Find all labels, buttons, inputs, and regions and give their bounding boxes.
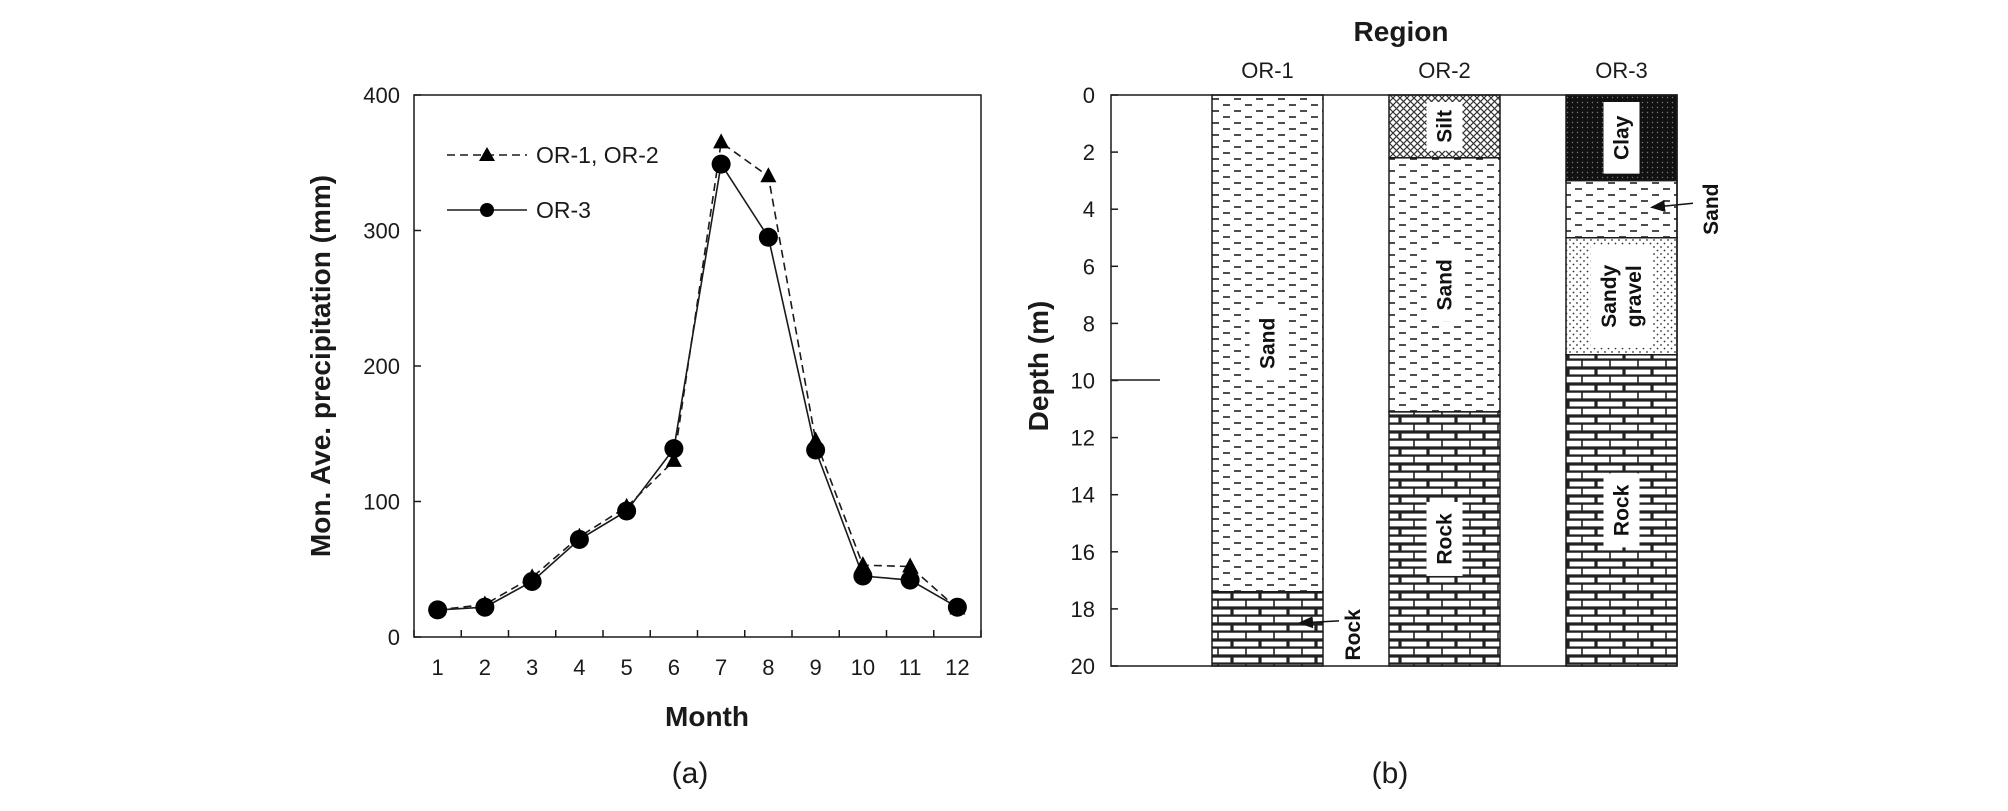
x-tick-label: 6 [668, 655, 680, 680]
layer-label-text: Silt [1434, 110, 1457, 143]
x-tick-label: 9 [810, 655, 822, 680]
x-tick-label: 2 [479, 655, 491, 680]
depth-tick-label: 12 [1071, 426, 1095, 451]
layer-label-box [1590, 244, 1653, 348]
soil-profile-chart: 0 2 4 6 8 10 12 14 16 18 20 OR-1 OR-2 OR-3 Sand Rock S… [1023, 16, 1723, 790]
x-tick-label: 5 [621, 655, 633, 680]
x-tick-label: 1 [432, 655, 444, 680]
layer-sand [1565, 179, 1678, 239]
x-tick-label: 11 [899, 655, 922, 680]
data-point-circle [664, 439, 684, 459]
y-tick-label: 0 [388, 625, 400, 650]
layer-rock [1211, 591, 1324, 667]
layer-label-box [1249, 306, 1286, 381]
callout-label-text: Rock [1342, 609, 1365, 661]
data-point-circle [475, 597, 495, 617]
y-tick-label: 100 [363, 490, 400, 515]
data-point-triangle [902, 557, 919, 573]
layer-label: Sand [1257, 318, 1280, 369]
region-title: Region [1354, 16, 1449, 47]
data-point-circle [853, 566, 873, 586]
data-point-triangle [665, 451, 682, 467]
callout-label-text: Sand [1700, 184, 1723, 235]
layer-label-text: gravel [1623, 265, 1646, 327]
x-tick-label: 10 [851, 655, 875, 680]
layer-label-box [1426, 247, 1463, 322]
callout-label: Sand [1700, 184, 1723, 235]
callout-arrow [1650, 200, 1694, 212]
depth-tick-label: 10 [1071, 369, 1095, 394]
x-tick-label: 3 [526, 655, 538, 680]
x-tick-label: 8 [762, 655, 774, 680]
layer-label: Clay [1611, 115, 1634, 160]
x-tick-label: 4 [573, 655, 585, 680]
series-line-or1-or2 [437, 141, 958, 611]
data-point-circle [522, 571, 542, 591]
y-tick-label: 300 [363, 219, 400, 244]
depth-axis-title: Depth (m) [1023, 301, 1054, 432]
layer-label-text: Clay [1611, 115, 1634, 160]
legend-label-or1-or2: OR-1, OR-2 [536, 142, 659, 168]
x-tick-label: 12 [945, 655, 969, 680]
y-tick-label: 400 [363, 83, 400, 108]
depth-tick-label: 2 [1083, 140, 1095, 165]
y-axis-title: Mon. Ave. precipitation (mm) [305, 175, 336, 557]
data-point-circle [569, 529, 589, 549]
legend: OR-1, OR-2 OR-3 [447, 142, 659, 223]
x-axis-title: Month [665, 701, 749, 732]
layer-label: Sandy gravel [1598, 264, 1646, 327]
data-point-circle [758, 227, 778, 247]
column-label-or-1: OR-1 [1241, 58, 1294, 83]
layer-label: Silt [1434, 110, 1457, 143]
layer-label-text: Sand [1434, 259, 1457, 310]
data-point-circle [900, 570, 920, 590]
data-point-circle [711, 154, 731, 174]
layer-label-text: Sandy [1598, 264, 1621, 327]
panel-label-a: (a) [672, 757, 709, 790]
depth-tick-label: 0 [1083, 83, 1095, 108]
data-point-triangle [713, 133, 730, 149]
data-point-circle [617, 501, 637, 521]
depth-tick-label: 16 [1071, 540, 1095, 565]
layer-label-box [1426, 501, 1463, 576]
depth-tick-label: 14 [1071, 483, 1095, 508]
layer-label: Rock [1434, 513, 1457, 565]
depth-tick-label: 4 [1083, 197, 1095, 222]
y-tick-label: 200 [363, 354, 400, 379]
data-point-circle [806, 440, 826, 460]
data-point-circle [947, 597, 967, 617]
x-tick-label: 7 [715, 655, 727, 680]
layer-label-text: Sand [1257, 318, 1280, 369]
legend-triangle-marker [479, 147, 495, 161]
depth-tick-label: 20 [1071, 654, 1095, 679]
layer-label-box [1603, 102, 1640, 174]
callout-label: Rock [1342, 609, 1365, 661]
depth-tick-label: 8 [1083, 311, 1095, 336]
depth-tick-label: 18 [1071, 597, 1095, 622]
legend-circle-marker [480, 203, 494, 217]
data-point-triangle [760, 167, 777, 183]
panel-label-b: (b) [1372, 757, 1409, 790]
depth-tick-label: 6 [1083, 254, 1095, 279]
layer-label-text: Rock [1434, 513, 1457, 565]
layer-label-box [1426, 102, 1463, 151]
column-label-or-2: OR-2 [1418, 58, 1471, 83]
series-line-or3 [437, 161, 958, 611]
callout-arrow [1298, 616, 1340, 629]
column-label-or-3: OR-3 [1595, 58, 1648, 83]
plot-area-frame [413, 94, 982, 638]
legend-label-or3: OR-3 [536, 197, 591, 223]
layer-label-text: Rock [1611, 484, 1634, 536]
layer-label-box [1603, 473, 1640, 548]
data-point-circle [428, 600, 448, 620]
layer-label: Sand [1434, 259, 1457, 310]
layer-label: Rock [1611, 484, 1634, 536]
